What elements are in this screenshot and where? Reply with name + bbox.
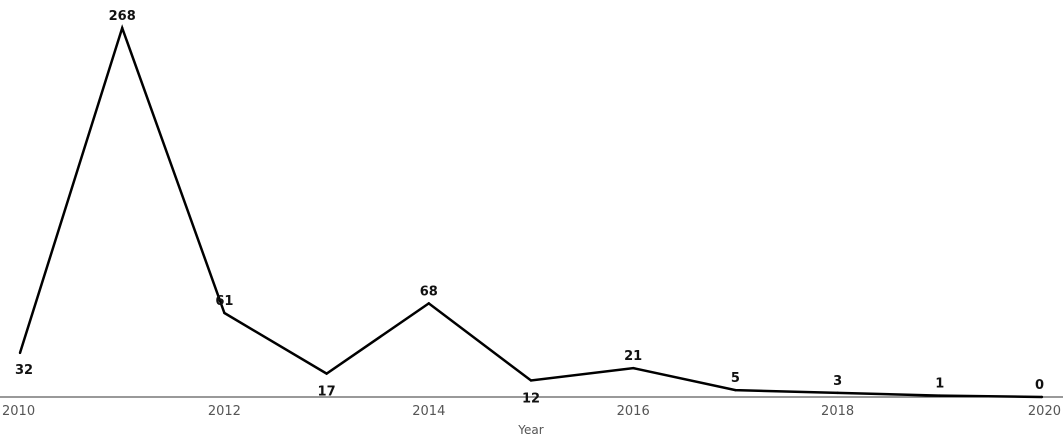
x-tick-label: 2016 [617,404,650,419]
data-label: 21 [624,349,642,364]
x-tick-label: 2012 [208,404,241,419]
x-axis: 2010 2012 2014 2016 2018 2020 [0,396,1063,419]
series [18,24,1044,399]
data-point [836,391,839,395]
x-tick-label: 2010 [2,404,35,419]
data-label: 12 [522,391,540,406]
series-line [18,24,1043,399]
data-point [18,351,22,355]
data-label: 17 [318,385,336,400]
x-tick-label: 2020 [1028,404,1061,419]
data-point [427,302,430,305]
x-tick-label: 2014 [412,404,445,419]
data-label: 0 [1035,378,1044,393]
data-point [1040,395,1044,399]
data-point [325,372,328,375]
data-point [223,311,226,315]
data-label: 68 [420,284,438,299]
x-axis-title: Year [517,423,543,437]
data-point [632,366,635,370]
data-labels: 32 268 61 17 68 12 21 5 3 1 0 [15,9,1044,406]
data-label: 61 [215,294,233,309]
data-label: 5 [731,371,740,386]
data-label: 3 [833,374,842,389]
data-label: 1 [935,377,944,392]
data-point [938,394,941,397]
data-label: 32 [15,363,33,378]
x-tick-label: 2018 [821,404,854,419]
data-point [529,379,533,382]
data-point [734,388,737,392]
data-point [121,26,124,30]
data-label: 268 [109,9,136,24]
